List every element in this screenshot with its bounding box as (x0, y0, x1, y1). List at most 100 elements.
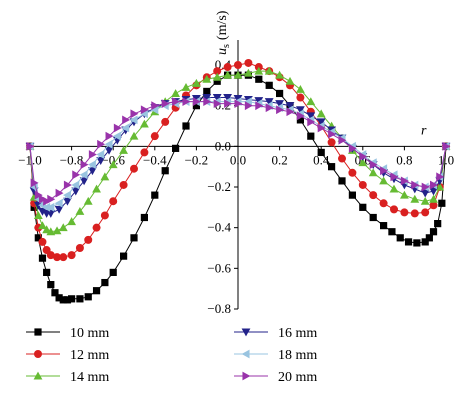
series-1 (26, 71, 450, 304)
data-point (38, 237, 47, 246)
x-tick-label: −0.8 (60, 152, 84, 167)
series-6 (26, 97, 451, 206)
data-point (390, 172, 399, 182)
data-point (348, 191, 356, 199)
data-point (63, 296, 72, 304)
data-point (275, 100, 284, 109)
data-point (38, 221, 47, 230)
data-point (119, 180, 128, 189)
data-point (202, 94, 212, 102)
legend-marker (241, 349, 250, 359)
data-point (306, 112, 316, 121)
data-point (420, 189, 430, 198)
data-point (203, 87, 211, 96)
data-point (233, 70, 243, 79)
data-point (421, 238, 429, 246)
data-point (92, 287, 101, 295)
series-3 (25, 66, 451, 236)
data-point (307, 117, 316, 127)
data-point (150, 105, 159, 115)
data-point (327, 138, 336, 147)
data-point (234, 99, 243, 109)
data-point (307, 132, 315, 140)
legend-item: 16 mm (234, 326, 317, 341)
plot-area: −1.0−0.8−0.6−0.4−0.20.00.20.40.60.81.0−0… (18, 10, 454, 316)
data-point (388, 228, 396, 236)
data-point (223, 63, 232, 72)
x-axis-label: r (421, 123, 427, 138)
data-point (265, 103, 274, 113)
data-point (275, 70, 284, 79)
data-point (296, 85, 305, 93)
legend-marker (34, 350, 42, 358)
data-point (234, 61, 242, 69)
data-point (29, 182, 38, 192)
data-point (140, 109, 148, 119)
data-point (255, 101, 264, 111)
data-point (429, 201, 438, 210)
data-point (67, 217, 76, 226)
legend-item: 14 mm (26, 370, 109, 385)
y-axis-label: us (m/s) (215, 10, 232, 55)
data-point (54, 205, 64, 214)
x-tick-label: 0.4 (313, 152, 330, 167)
data-point (368, 168, 378, 177)
data-point (276, 89, 284, 98)
data-point (67, 251, 76, 260)
data-point (172, 97, 180, 106)
data-point (112, 131, 121, 141)
data-point (182, 97, 191, 106)
data-point (161, 117, 170, 126)
data-point (435, 182, 445, 191)
data-point (296, 93, 305, 102)
data-point (421, 182, 430, 192)
data-point (359, 152, 368, 161)
legend-label: 18 mm (278, 348, 317, 363)
data-point (348, 143, 357, 153)
data-point (42, 202, 51, 212)
data-point (140, 148, 149, 157)
data-point (84, 235, 93, 244)
data-point (264, 98, 274, 106)
data-point (317, 148, 325, 157)
y-axis-label-unit: (m/s) (215, 10, 230, 40)
data-point (129, 131, 139, 140)
data-point (223, 94, 232, 102)
data-point (338, 177, 346, 185)
data-point (34, 234, 42, 242)
legend-label: 16 mm (278, 326, 317, 341)
data-point (63, 180, 72, 190)
data-point (79, 170, 88, 180)
data-point (181, 82, 191, 91)
legend-item: 10 mm (26, 326, 109, 341)
data-point (400, 176, 409, 186)
data-point (380, 222, 388, 230)
data-point (55, 188, 64, 198)
legend-marker (33, 371, 43, 380)
data-point (122, 115, 131, 125)
data-point (348, 168, 357, 177)
data-point (68, 295, 76, 303)
data-point (172, 144, 180, 152)
data-point (38, 254, 47, 262)
data-point (161, 167, 169, 175)
data-point (223, 70, 232, 79)
data-point (59, 253, 68, 262)
data-point (58, 223, 68, 232)
data-point (54, 198, 63, 208)
data-point (43, 268, 51, 276)
y-tick-label: −0.2 (207, 179, 231, 194)
data-point (140, 119, 149, 128)
data-point (203, 97, 212, 106)
data-point (47, 281, 55, 289)
data-point (338, 154, 346, 163)
y-tick-label: −0.4 (207, 220, 231, 235)
data-point (76, 295, 84, 303)
data-point (442, 141, 451, 151)
data-point (265, 81, 273, 89)
data-point (96, 150, 105, 159)
data-point (317, 123, 326, 133)
data-point (84, 293, 92, 301)
data-point (192, 78, 201, 87)
